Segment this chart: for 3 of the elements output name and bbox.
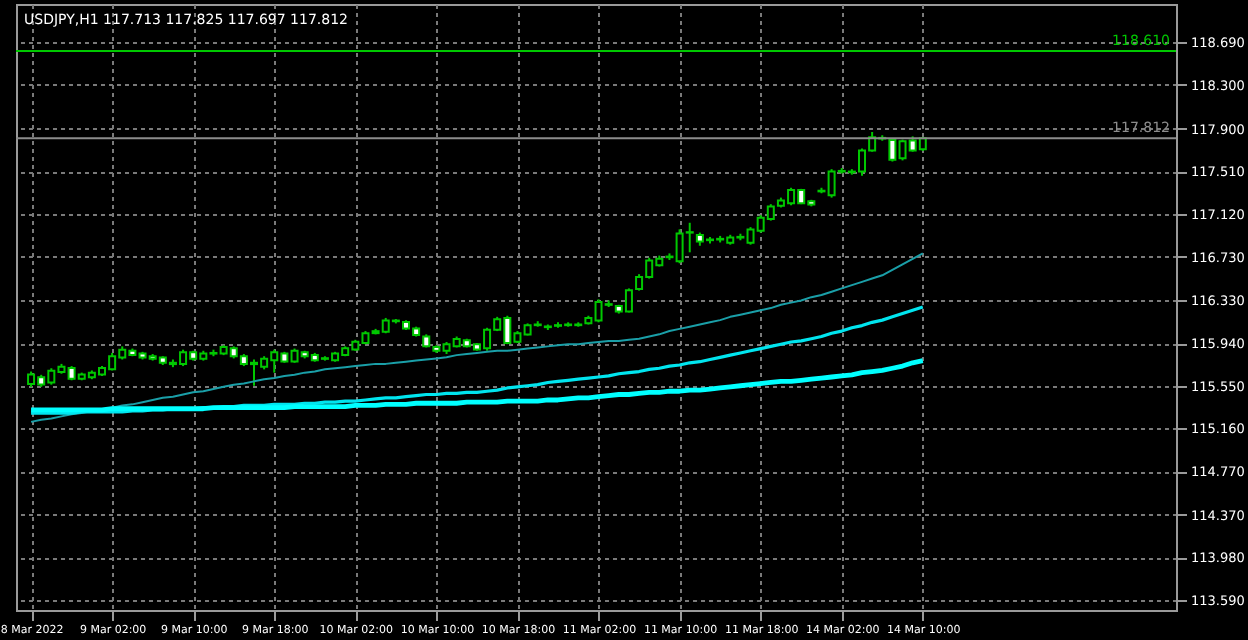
- line-series: [29, 305, 925, 415]
- line-series: [28, 358, 926, 413]
- line-series: [30, 252, 924, 423]
